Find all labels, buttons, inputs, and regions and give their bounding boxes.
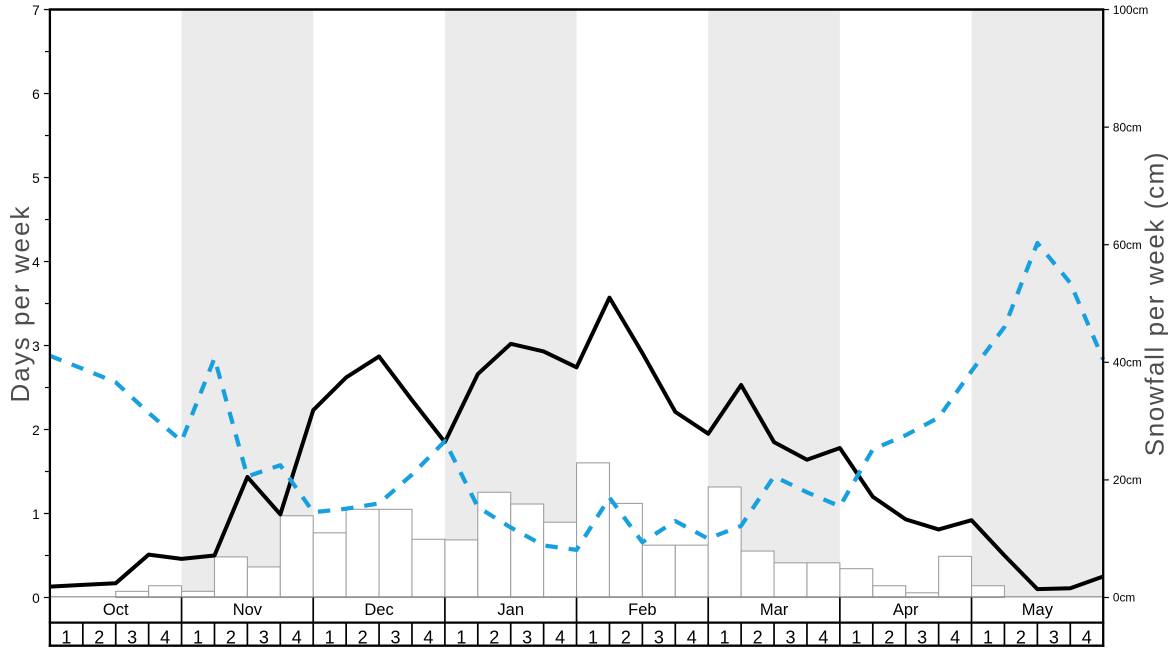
svg-text:20cm: 20cm: [1113, 473, 1142, 487]
svg-text:Apr: Apr: [893, 601, 919, 619]
svg-text:6: 6: [32, 87, 40, 102]
svg-text:2: 2: [884, 627, 894, 647]
svg-text:2: 2: [753, 627, 763, 647]
svg-text:1: 1: [851, 627, 861, 647]
svg-text:3: 3: [522, 627, 532, 647]
svg-text:2: 2: [358, 627, 368, 647]
svg-text:4: 4: [555, 627, 565, 647]
svg-text:2: 2: [94, 627, 104, 647]
svg-text:1: 1: [32, 507, 40, 522]
svg-text:2: 2: [621, 627, 631, 647]
svg-text:40cm: 40cm: [1113, 356, 1142, 370]
svg-text:2: 2: [32, 423, 40, 438]
svg-text:1: 1: [720, 627, 730, 647]
svg-text:Snowfall per week (cm): Snowfall per week (cm): [1140, 151, 1168, 456]
svg-text:Nov: Nov: [233, 601, 263, 619]
svg-text:Mar: Mar: [760, 601, 789, 619]
svg-text:Feb: Feb: [628, 601, 656, 619]
svg-text:0: 0: [32, 591, 40, 606]
svg-text:2: 2: [1016, 627, 1026, 647]
svg-text:60cm: 60cm: [1113, 238, 1142, 252]
svg-text:4: 4: [950, 627, 960, 647]
svg-text:4: 4: [423, 627, 433, 647]
svg-text:1: 1: [61, 627, 71, 647]
svg-text:1: 1: [588, 627, 598, 647]
svg-text:Dec: Dec: [364, 601, 393, 619]
svg-text:Oct: Oct: [103, 601, 129, 619]
svg-text:80cm: 80cm: [1113, 120, 1142, 134]
svg-text:0cm: 0cm: [1113, 591, 1135, 605]
svg-text:4: 4: [32, 255, 40, 270]
svg-text:4: 4: [160, 627, 170, 647]
svg-text:3: 3: [654, 627, 664, 647]
svg-text:5: 5: [32, 171, 40, 186]
svg-text:1: 1: [456, 627, 466, 647]
svg-text:3: 3: [917, 627, 927, 647]
svg-text:2: 2: [226, 627, 236, 647]
svg-text:3: 3: [1049, 627, 1059, 647]
svg-text:Days per week: Days per week: [5, 205, 35, 403]
svg-text:4: 4: [687, 627, 697, 647]
svg-text:1: 1: [193, 627, 203, 647]
svg-text:4: 4: [1082, 627, 1092, 647]
svg-text:3: 3: [391, 627, 401, 647]
svg-text:100cm: 100cm: [1113, 3, 1149, 17]
svg-text:7: 7: [32, 3, 40, 18]
svg-text:May: May: [1022, 601, 1054, 619]
svg-text:1: 1: [983, 627, 993, 647]
svg-text:3: 3: [32, 339, 40, 354]
svg-text:Jan: Jan: [497, 601, 524, 619]
svg-text:3: 3: [785, 627, 795, 647]
svg-text:3: 3: [127, 627, 137, 647]
svg-text:2: 2: [489, 627, 499, 647]
svg-text:1: 1: [325, 627, 335, 647]
svg-text:3: 3: [259, 627, 269, 647]
svg-text:4: 4: [818, 627, 828, 647]
svg-text:4: 4: [292, 627, 302, 647]
